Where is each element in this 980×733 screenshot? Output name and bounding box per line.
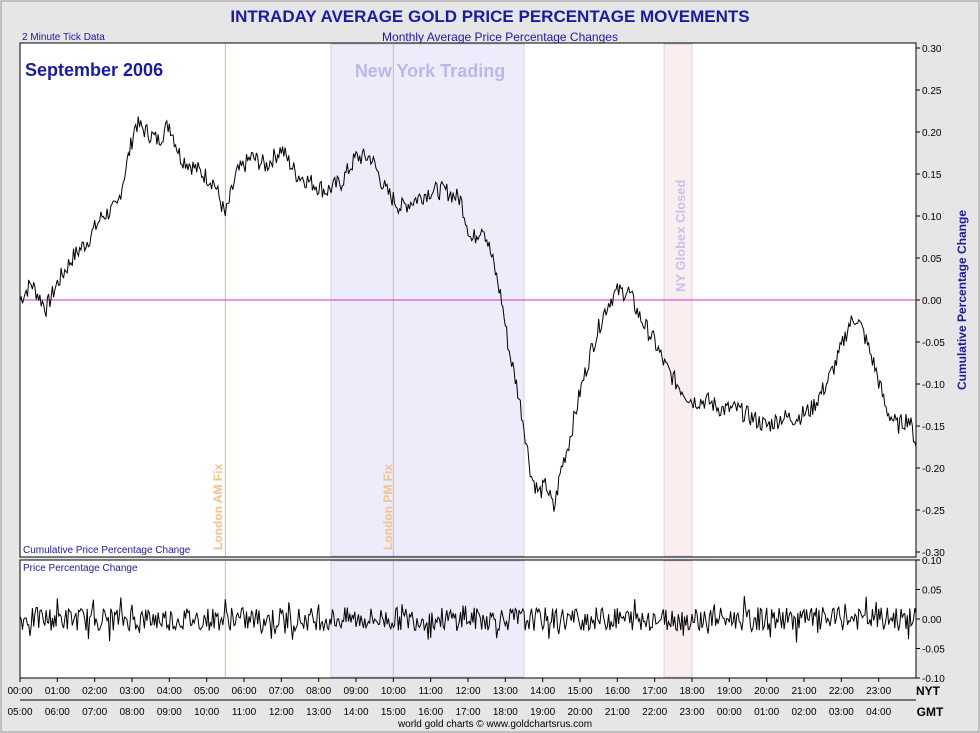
nyt-axis-label: NYT xyxy=(916,684,941,698)
nyt-tick-label: 09:00 xyxy=(343,686,368,697)
gmt-tick-label: 00:00 xyxy=(717,707,742,718)
nyt-tick-label: 23:00 xyxy=(866,686,891,697)
gmt-tick-label: 02:00 xyxy=(791,707,816,718)
gmt-tick-label: 13:00 xyxy=(306,707,331,718)
nyt-tick-label: 01:00 xyxy=(45,686,70,697)
nyt-tick-label: 21:00 xyxy=(791,686,816,697)
y-tick-label: 0.30 xyxy=(922,44,942,55)
top-panel-caption: Cumulative Price Percentage Change xyxy=(23,545,191,556)
nyt-tick-label: 04:00 xyxy=(157,686,182,697)
nyt-tick-label: 20:00 xyxy=(754,686,779,697)
london-am-fix-label: London AM Fix xyxy=(211,463,225,550)
gmt-tick-label: 23:00 xyxy=(679,707,704,718)
nyt-tick-label: 22:00 xyxy=(829,686,854,697)
gmt-tick-label: 03:00 xyxy=(829,707,854,718)
nyt-tick-label: 03:00 xyxy=(119,686,144,697)
gmt-tick-label: 05:00 xyxy=(7,707,32,718)
y-tick-label-bottom: 0.10 xyxy=(922,556,942,567)
nyt-tick-label: 13:00 xyxy=(493,686,518,697)
gmt-tick-label: 22:00 xyxy=(642,707,667,718)
footer-credit: world gold charts © www.goldchartsrus.co… xyxy=(397,719,592,730)
gmt-tick-label: 09:00 xyxy=(157,707,182,718)
gmt-tick-label: 16:00 xyxy=(418,707,443,718)
gmt-axis-label: GMT xyxy=(917,705,944,719)
nyt-tick-label: 12:00 xyxy=(455,686,480,697)
period-label: September 2006 xyxy=(25,60,163,80)
gmt-tick-label: 20:00 xyxy=(567,707,592,718)
gmt-tick-label: 18:00 xyxy=(493,707,518,718)
y-tick-label: -0.20 xyxy=(922,464,945,475)
y-tick-label: 0.10 xyxy=(922,212,942,223)
nyt-tick-label: 02:00 xyxy=(82,686,107,697)
y-tick-label: -0.25 xyxy=(922,506,945,517)
nyt-tick-label: 00:00 xyxy=(7,686,32,697)
nyt-tick-label: 18:00 xyxy=(679,686,704,697)
bottom-panel-caption: Price Percentage Change xyxy=(23,563,138,574)
gmt-tick-label: 21:00 xyxy=(605,707,630,718)
y-tick-label: 0.20 xyxy=(922,128,942,139)
y-tick-label-bottom: 0.00 xyxy=(922,615,942,626)
gmt-tick-label: 08:00 xyxy=(119,707,144,718)
gmt-tick-label: 19:00 xyxy=(530,707,555,718)
nyt-tick-label: 19:00 xyxy=(717,686,742,697)
ny-trading-label: New York Trading xyxy=(355,61,505,81)
y-tick-label-bottom: -0.10 xyxy=(922,674,945,685)
gmt-tick-label: 11:00 xyxy=(232,707,257,718)
y-tick-label-bottom: -0.05 xyxy=(922,645,945,656)
y-tick-label-bottom: 0.05 xyxy=(922,586,942,597)
gmt-tick-label: 14:00 xyxy=(343,707,368,718)
nyt-tick-label: 05:00 xyxy=(194,686,219,697)
nyt-tick-label: 16:00 xyxy=(605,686,630,697)
y-tick-label: 0.00 xyxy=(922,296,942,307)
nyt-tick-label: 11:00 xyxy=(419,686,444,697)
y-tick-label: -0.10 xyxy=(922,380,945,391)
nyt-tick-label: 15:00 xyxy=(567,686,592,697)
gmt-tick-label: 17:00 xyxy=(455,707,480,718)
y-tick-label: -0.30 xyxy=(922,548,945,559)
gmt-tick-label: 01:00 xyxy=(754,707,779,718)
globex-closed-label: NY Globex Closed xyxy=(673,179,688,292)
cumulative-series-line xyxy=(19,116,917,512)
chart-title: INTRADAY AVERAGE GOLD PRICE PERCENTAGE M… xyxy=(230,7,749,26)
gmt-tick-label: 06:00 xyxy=(45,707,70,718)
ny-trading-band xyxy=(330,560,525,678)
series-layer xyxy=(19,116,917,643)
chart-subtitle: Monthly Average Price Percentage Changes xyxy=(382,30,618,44)
y-tick-label: 0.25 xyxy=(922,86,942,97)
gmt-tick-label: 12:00 xyxy=(269,707,294,718)
percentage-change-series-line xyxy=(19,596,917,643)
y-tick-label: -0.15 xyxy=(922,422,945,433)
nyt-tick-label: 08:00 xyxy=(306,686,331,697)
gmt-tick-label: 15:00 xyxy=(381,707,406,718)
london-pm-fix-label: London PM Fix xyxy=(381,464,395,550)
nyt-tick-label: 10:00 xyxy=(381,686,406,697)
nyt-tick-label: 17:00 xyxy=(642,686,667,697)
nyt-tick-label: 06:00 xyxy=(231,686,256,697)
nyt-tick-label: 14:00 xyxy=(530,686,555,697)
axes-layer: 0.30 0.25 0.20 0.15 0.10 0.05 0.00 -0.05 -0.10 -0… xyxy=(7,44,945,718)
gmt-tick-label: 10:00 xyxy=(194,707,219,718)
y-tick-label: 0.15 xyxy=(922,170,942,181)
y-axis-label: Cumulative Percentage Change xyxy=(955,210,969,390)
y-tick-label: 0.05 xyxy=(922,254,942,265)
nyt-tick-label: 07:00 xyxy=(269,686,294,697)
gmt-tick-label: 07:00 xyxy=(82,707,107,718)
y-tick-label: -0.05 xyxy=(922,338,945,349)
tick-note: 2 Minute Tick Data xyxy=(22,32,105,43)
gmt-tick-label: 04:00 xyxy=(866,707,891,718)
